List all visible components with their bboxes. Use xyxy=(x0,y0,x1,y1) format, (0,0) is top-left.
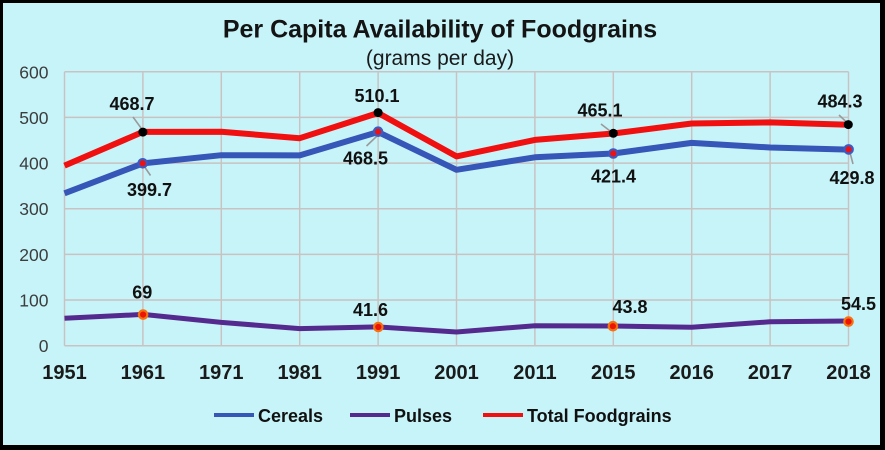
svg-text:0: 0 xyxy=(39,336,49,356)
svg-text:468.5: 468.5 xyxy=(343,149,388,169)
svg-text:500: 500 xyxy=(19,108,48,128)
svg-text:399.7: 399.7 xyxy=(127,180,172,200)
svg-text:54.5: 54.5 xyxy=(841,294,876,314)
svg-text:484.3: 484.3 xyxy=(817,92,862,112)
svg-text:(grams per day): (grams per day) xyxy=(366,47,514,70)
svg-text:41.6: 41.6 xyxy=(353,300,388,320)
svg-text:400: 400 xyxy=(19,154,48,174)
svg-text:Per Capita Availability of Foo: Per Capita Availability of Foodgrains xyxy=(223,16,657,44)
svg-text:2001: 2001 xyxy=(434,362,479,384)
svg-text:100: 100 xyxy=(19,291,48,311)
svg-text:69: 69 xyxy=(132,283,152,303)
svg-text:600: 600 xyxy=(19,62,48,82)
svg-text:Cereals: Cereals xyxy=(258,406,323,426)
svg-text:Total Foodgrains: Total Foodgrains xyxy=(527,406,672,426)
svg-text:1971: 1971 xyxy=(199,362,244,384)
svg-text:1991: 1991 xyxy=(356,362,401,384)
svg-text:2018: 2018 xyxy=(826,362,871,384)
svg-text:Pulses: Pulses xyxy=(394,406,452,426)
svg-text:1961: 1961 xyxy=(121,362,166,384)
svg-text:465.1: 465.1 xyxy=(577,101,622,121)
svg-text:1951: 1951 xyxy=(42,362,87,384)
svg-text:2015: 2015 xyxy=(591,362,636,384)
svg-text:300: 300 xyxy=(19,199,48,219)
svg-text:468.7: 468.7 xyxy=(109,94,154,114)
svg-text:421.4: 421.4 xyxy=(591,167,636,187)
svg-text:200: 200 xyxy=(19,245,48,265)
svg-text:2017: 2017 xyxy=(748,362,793,384)
svg-text:43.8: 43.8 xyxy=(612,297,647,317)
svg-text:510.1: 510.1 xyxy=(354,86,399,106)
svg-text:2016: 2016 xyxy=(669,362,714,384)
svg-text:1981: 1981 xyxy=(277,362,322,384)
svg-text:2011: 2011 xyxy=(513,362,556,384)
svg-text:429.8: 429.8 xyxy=(829,168,874,188)
